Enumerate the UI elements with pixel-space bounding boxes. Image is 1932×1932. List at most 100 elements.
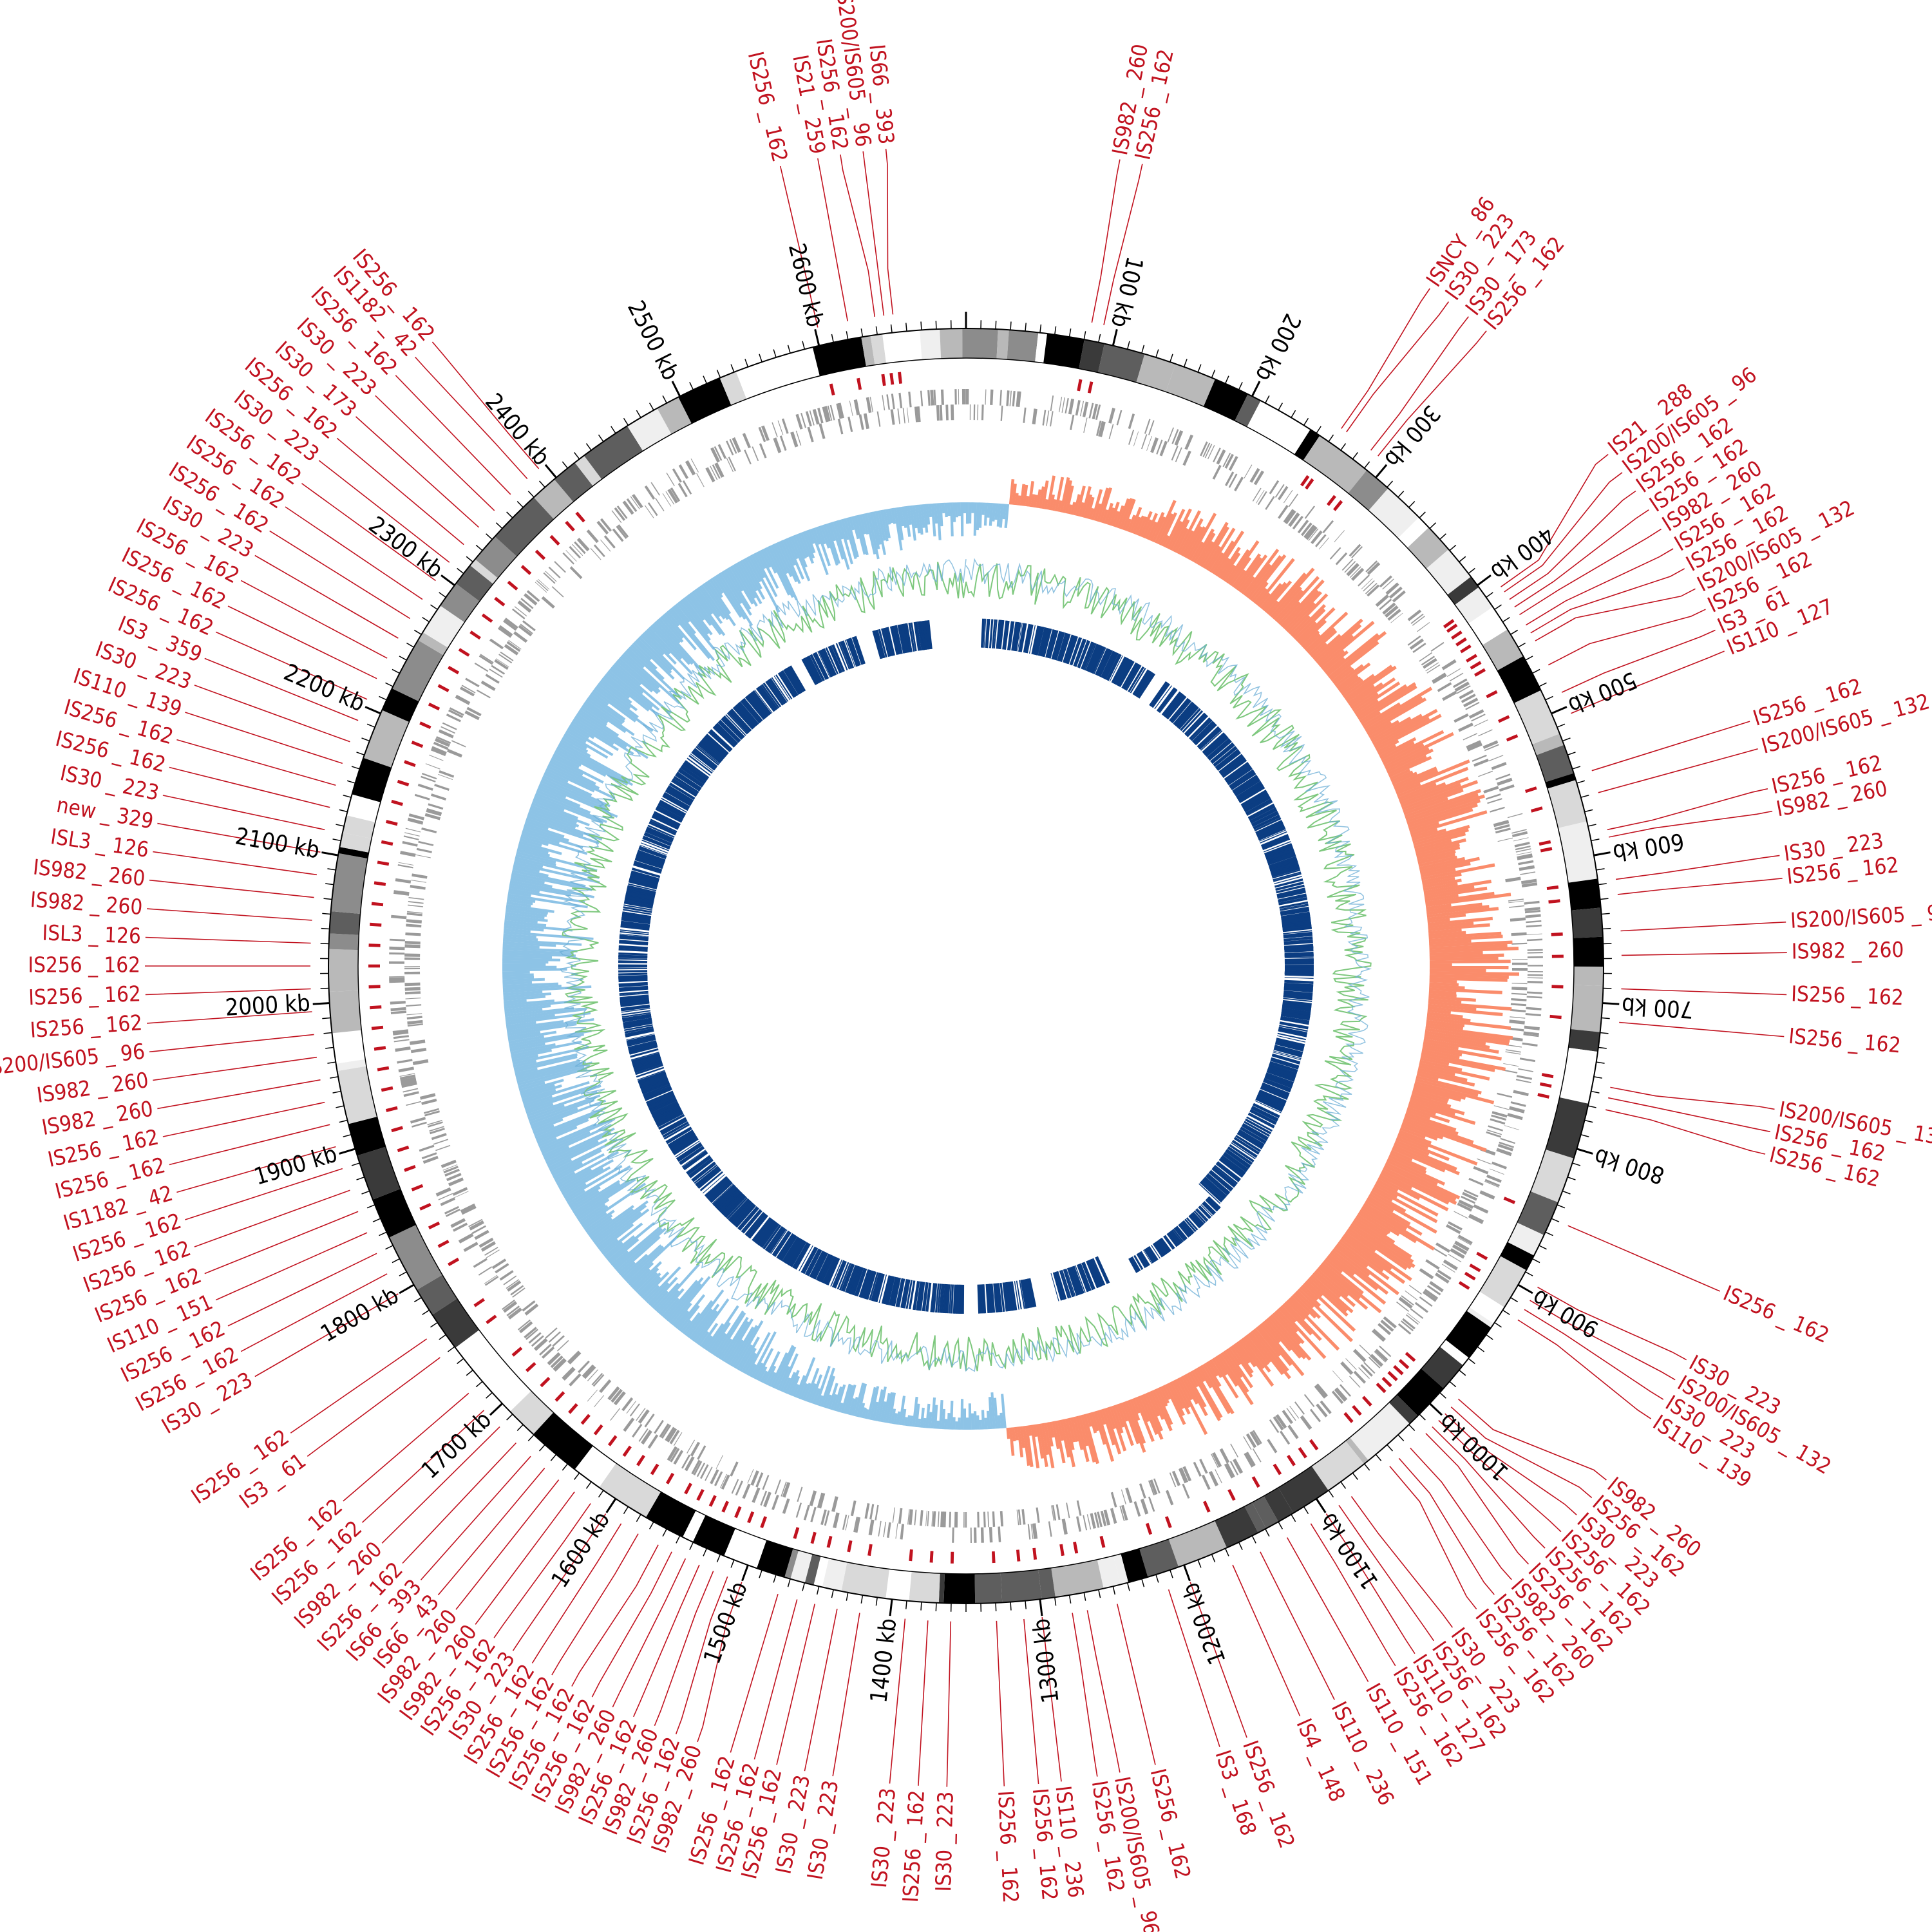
synteny-block [1002,1282,1008,1312]
gc-skew-bar [1218,547,1241,579]
synteny-block [735,703,757,728]
gc-skew-bar [578,1204,606,1224]
is-link-line [153,851,317,876]
gene-bar [682,480,692,495]
synteny-block [705,734,729,756]
tick-mark [516,1424,524,1432]
gc-skew-bar [630,643,658,670]
is-link-line [1410,1447,1512,1580]
synteny-block [1248,804,1274,819]
ideogram-band [1294,429,1320,460]
gene-bar [1300,1415,1312,1430]
gene-bar [399,1073,415,1077]
synteny-block [1218,753,1244,774]
gene-bar [1497,837,1513,842]
gene-bar [1365,583,1378,594]
gc-skew-bar [741,559,766,600]
gc-skew-bar [1321,649,1345,670]
synteny-block [1187,715,1208,737]
gene-bar [1497,777,1513,786]
is-link-line [1346,301,1450,433]
tick-mark [1600,1032,1609,1034]
synteny-block [881,1275,890,1304]
synteny-block [670,1134,697,1153]
gc-skew-bar [559,1159,614,1191]
gene-bar [1075,400,1081,416]
gc-skew-bar [1363,687,1433,730]
gc-skew-bar [1426,1017,1511,1030]
synteny-block [1277,1032,1306,1041]
gene-bar [1367,562,1381,575]
tick-mark [1141,345,1145,354]
gene-bar [1518,860,1534,866]
gc-skew-bar [925,504,931,525]
gc-skew-bar [1410,810,1488,836]
gc-skew-bar [1421,1052,1506,1071]
synteny-block [1136,1253,1146,1269]
gene-bar [466,706,482,717]
gene-bar [630,496,640,509]
gc-skew-bar [1394,1142,1457,1171]
gc-skew-bar [699,1323,719,1348]
is-position-mark [1460,644,1472,654]
gene-bar [1199,1459,1208,1474]
is-link-line [776,1604,815,1765]
gene-bar [500,651,514,661]
gc-skew-bar [1220,1352,1249,1393]
gc-skew-bar [1427,916,1493,926]
gene-bar [1511,983,1528,985]
gc-skew-bar [848,516,855,531]
is-position-mark [368,943,381,947]
gc-skew-bar [1157,1387,1168,1407]
is-position-mark [1073,1541,1079,1554]
is-link-line [1591,721,1750,772]
synteny-block [663,1123,690,1140]
tick-mark [1068,328,1072,337]
gc-skew-bar [1310,1274,1354,1314]
is-label: IS982 _ 260 [1791,937,1904,964]
gene-bar [939,404,943,421]
is-position-mark [867,1544,873,1557]
synteny-block [905,623,913,652]
gene-bar [404,968,420,970]
synteny-block [1273,873,1302,882]
ideogram-band [1536,744,1574,782]
is-link-line [730,1593,779,1753]
gc-skew-bar [872,1401,879,1421]
gc-skew-bar [1299,620,1327,646]
is-link-line [402,1442,516,1564]
synteny-block [618,975,648,978]
synteny-block [626,889,656,897]
synteny-block [820,1255,834,1283]
gc-skew-bar [1380,1171,1412,1190]
is-position-mark [411,1184,424,1191]
gc-skew-bar [1043,499,1048,509]
tick-mark [336,1105,345,1108]
gene-bar [1430,641,1444,652]
gc-skew-bar [1426,1022,1464,1030]
gene-bar [1495,828,1511,834]
synteny-block [625,891,655,901]
tick-mark [372,1218,381,1222]
gc-skew-bar [502,976,535,980]
gene-bar [407,817,424,825]
is-link-line [215,1232,368,1301]
tick-mark [539,480,545,488]
gc-skew-bar [1091,1412,1099,1432]
is-position-mark [1503,1197,1516,1204]
tick-mark [1183,1564,1191,1582]
gene-bar [1524,900,1540,905]
synteny-block [710,729,733,750]
gc-skew-bar [1067,1417,1076,1443]
gene-bar [1331,1390,1344,1405]
gc-skew-bar [790,1376,800,1396]
gc-skew-bar [722,1321,750,1362]
synteny-block [1119,661,1135,687]
gene-bar [864,1503,870,1519]
gene-bar [1397,1323,1412,1335]
ideogram-band [1043,334,1084,369]
gc-skew-bar [1209,1359,1223,1378]
gc-skew-bar [605,1235,636,1260]
gene-bar [963,1512,965,1528]
gc-skew-bar [1262,582,1287,611]
